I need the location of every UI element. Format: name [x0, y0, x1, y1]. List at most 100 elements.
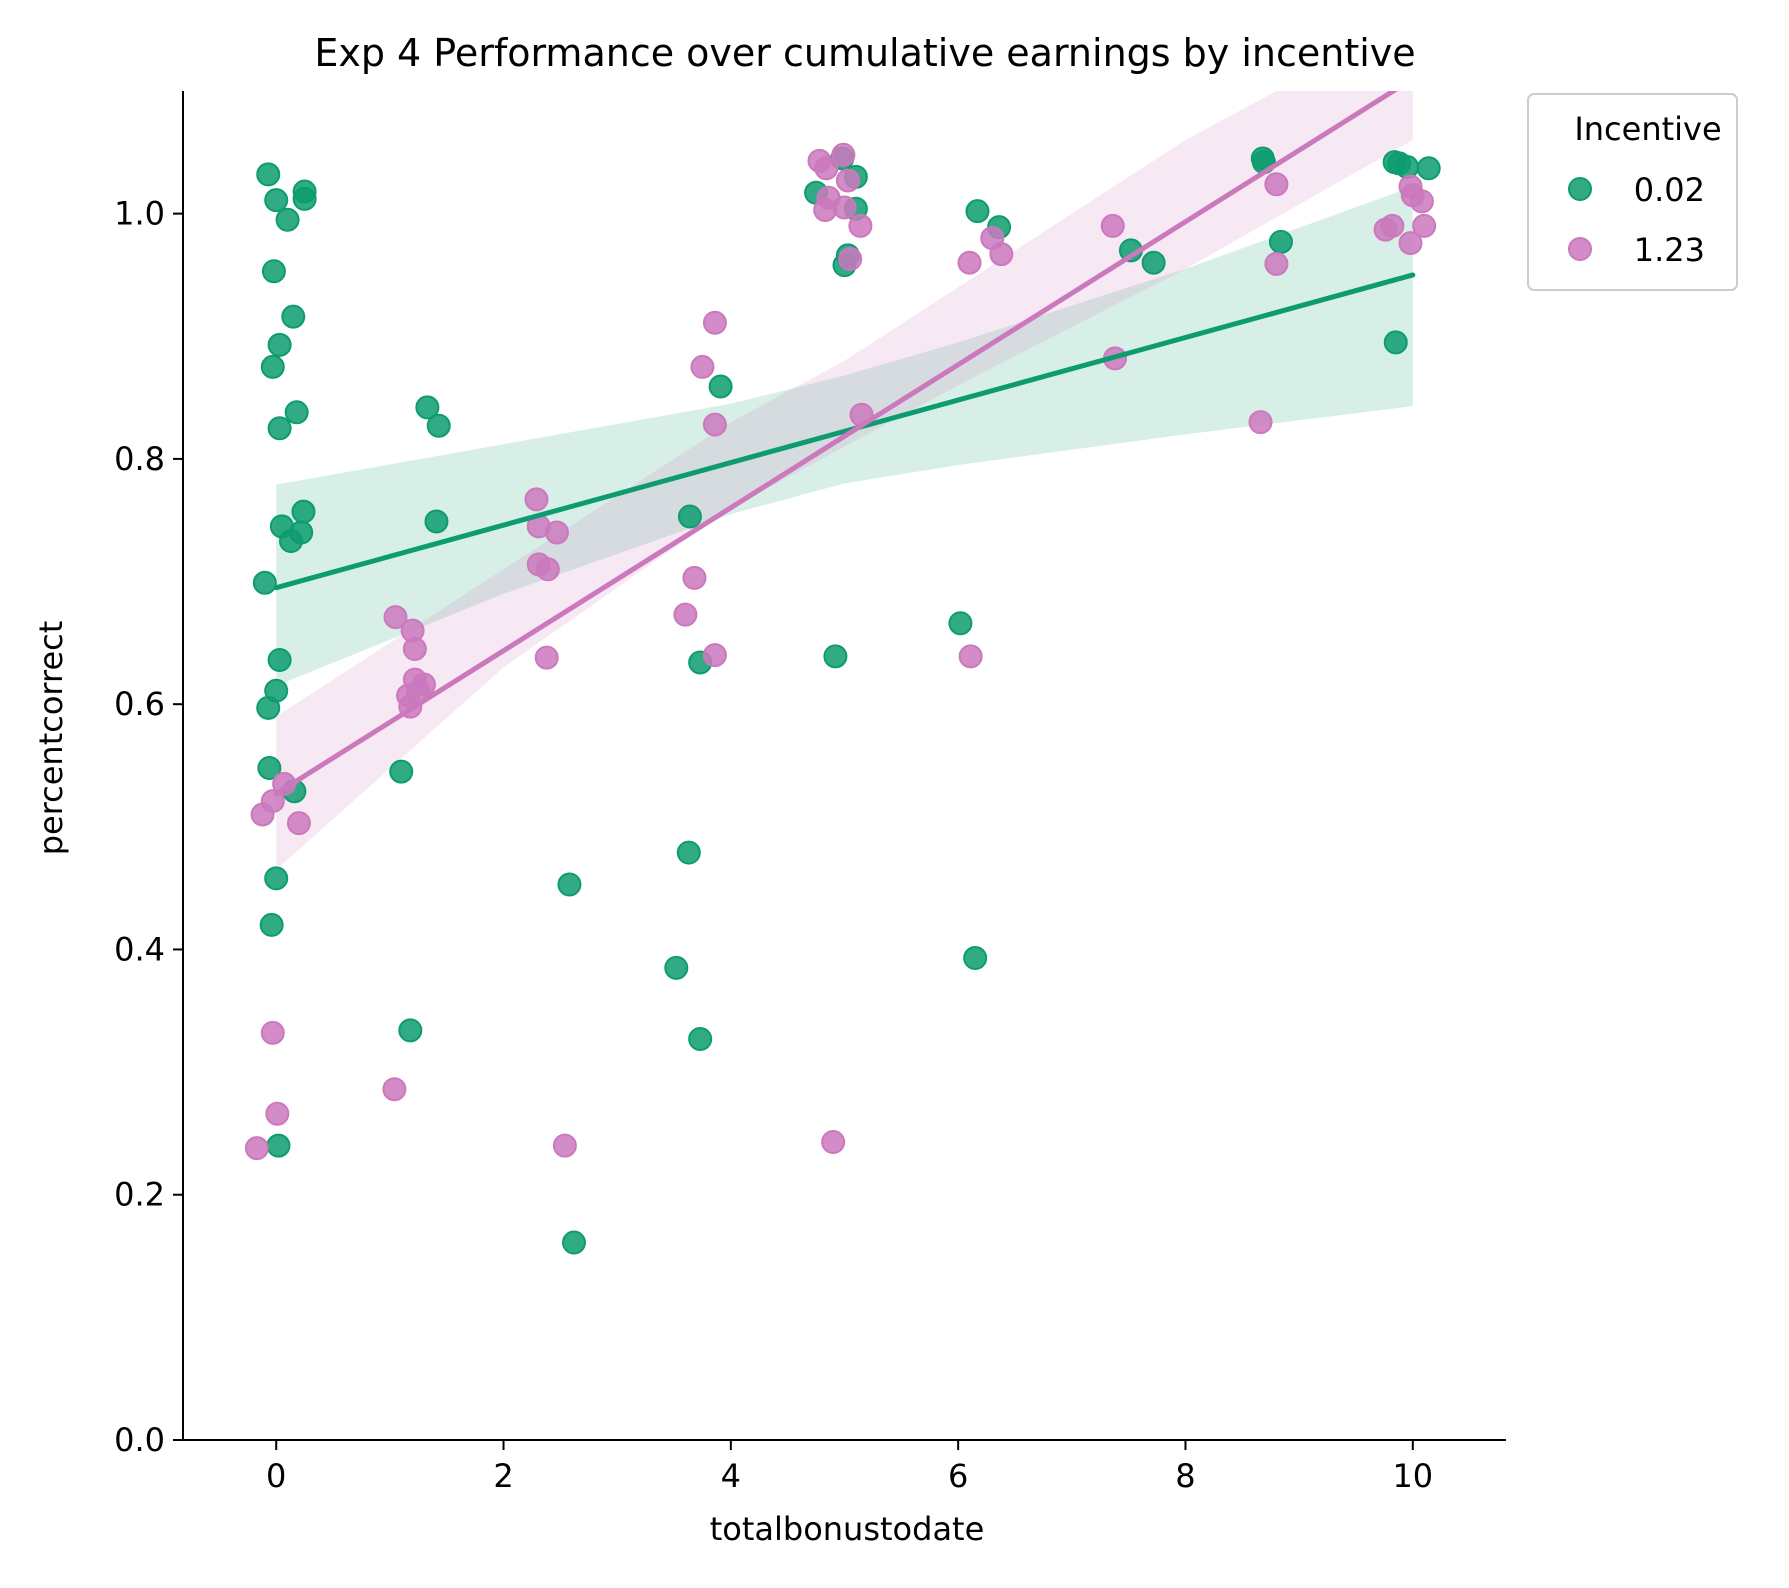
- data-point-1.23: [1264, 251, 1289, 276]
- data-point-1.23: [552, 1133, 577, 1158]
- data-point-1.23: [544, 520, 569, 545]
- data-point-0.02: [278, 529, 303, 554]
- data-point-0.02: [259, 912, 284, 937]
- data-point-0.02: [1395, 155, 1420, 180]
- data-point-0.02: [389, 759, 414, 784]
- data-point-1.23: [1409, 189, 1434, 214]
- data-point-1.23: [673, 602, 698, 627]
- data-point-0.02: [260, 354, 285, 379]
- x-tick-label: 4: [721, 1457, 741, 1495]
- data-point-0.02: [291, 499, 316, 524]
- data-point-1.23: [1100, 213, 1125, 238]
- data-point-0.02: [561, 1230, 586, 1255]
- data-point-0.02: [398, 1018, 423, 1043]
- data-point-0.02: [415, 395, 440, 420]
- chart-title: Exp 4 Performance over cumulative earnin…: [314, 31, 1415, 75]
- data-point-0.02: [267, 416, 292, 441]
- legend-title: Incentive: [1574, 110, 1721, 148]
- y-tick-label: 0.0: [114, 1421, 165, 1459]
- data-point-0.02: [264, 188, 289, 213]
- data-point-1.23: [524, 487, 549, 512]
- legend-items: 0.02 1.23: [1568, 171, 1705, 269]
- data-point-1.23: [702, 412, 727, 437]
- data-point-0.02: [424, 509, 449, 534]
- data-point-1.23: [286, 811, 311, 836]
- x-tick-label: 0: [266, 1457, 286, 1495]
- legend-label: 1.23: [1634, 231, 1705, 269]
- data-point-0.02: [426, 413, 451, 438]
- data-point-0.02: [256, 162, 281, 187]
- regression-lines: [273, 91, 1416, 797]
- data-point-1.23: [383, 605, 408, 630]
- legend: Incentive 0.02 1.23: [1527, 93, 1738, 291]
- data-point-0.02: [664, 955, 689, 980]
- data-point-0.02: [823, 644, 848, 669]
- data-point-1.23: [702, 643, 727, 668]
- data-point-1.23: [835, 168, 860, 193]
- data-point-1.23: [832, 195, 857, 220]
- x-tick-label: 10: [1392, 1457, 1433, 1495]
- data-point-0.02: [264, 866, 289, 891]
- data-point-0.02: [292, 186, 317, 211]
- data-point-1.23: [957, 250, 982, 275]
- fit-line-1.23: [273, 91, 1398, 797]
- data-point-0.02: [284, 400, 309, 425]
- data-point-0.02: [965, 199, 990, 224]
- data-point-1.23: [382, 1077, 407, 1102]
- data-point-0.02: [557, 872, 582, 897]
- data-point-0.02: [261, 259, 286, 284]
- y-axis-ticks: 0.0 0.2 0.4 0.6 0.8 1.0: [114, 195, 183, 1459]
- data-point-1.23: [1248, 410, 1273, 435]
- data-point-1.23: [535, 557, 560, 582]
- x-axis-ticks: 0 2 4 6 8 10: [266, 1440, 1433, 1495]
- data-point-1.23: [958, 644, 983, 669]
- data-point-0.02: [963, 946, 988, 971]
- data-point-0.02: [1383, 330, 1408, 355]
- data-point-1.23: [1412, 213, 1437, 238]
- y-tick-label: 1.0: [114, 195, 165, 233]
- data-point-0.02: [1416, 156, 1441, 181]
- data-point-0.02: [708, 374, 733, 399]
- data-point-1.23: [838, 247, 863, 272]
- legend-marker-1.23: [1568, 237, 1592, 261]
- x-axis-label: totalbonustodate: [710, 1510, 985, 1548]
- y-tick-label: 0.8: [114, 440, 165, 478]
- x-tick-label: 2: [493, 1457, 513, 1495]
- data-point-1.23: [831, 142, 856, 167]
- y-tick-label: 0.2: [114, 1176, 165, 1214]
- y-tick-label: 0.6: [114, 685, 165, 723]
- data-point-0.02: [281, 304, 306, 329]
- data-point-1.23: [848, 213, 873, 238]
- data-point-0.02: [267, 648, 292, 673]
- data-point-1.23: [534, 645, 559, 670]
- data-point-1.23: [260, 1020, 285, 1045]
- data-point-1.23: [1264, 172, 1289, 197]
- data-point-1.23: [1398, 231, 1423, 256]
- data-point-1.23: [244, 1136, 269, 1161]
- data-point-1.23: [1380, 213, 1405, 238]
- data-point-0.02: [1268, 229, 1293, 254]
- data-point-1.23: [702, 310, 727, 335]
- data-point-0.02: [677, 504, 702, 529]
- data-point-0.02: [1141, 250, 1166, 275]
- legend-marker-0.02: [1568, 177, 1592, 201]
- x-tick-label: 6: [948, 1457, 968, 1495]
- data-point-0.02: [257, 755, 282, 780]
- data-point-1.23: [682, 565, 707, 590]
- y-axis-label: percentcorrect: [32, 621, 70, 856]
- plot-area: [244, 91, 1441, 1255]
- data-point-1.23: [690, 354, 715, 379]
- data-point-1.23: [260, 789, 285, 814]
- data-point-1.23: [821, 1129, 846, 1154]
- legend-label: 0.02: [1634, 171, 1705, 209]
- data-point-1.23: [814, 156, 839, 181]
- data-point-1.23: [402, 636, 427, 661]
- data-point-0.02: [948, 611, 973, 636]
- data-point-0.02: [266, 1133, 291, 1158]
- data-point-1.23: [265, 1101, 290, 1126]
- data-point-0.02: [688, 1026, 713, 1051]
- data-point-0.02: [252, 570, 277, 595]
- data-point-1.23: [989, 242, 1014, 267]
- y-tick-label: 0.4: [114, 930, 165, 968]
